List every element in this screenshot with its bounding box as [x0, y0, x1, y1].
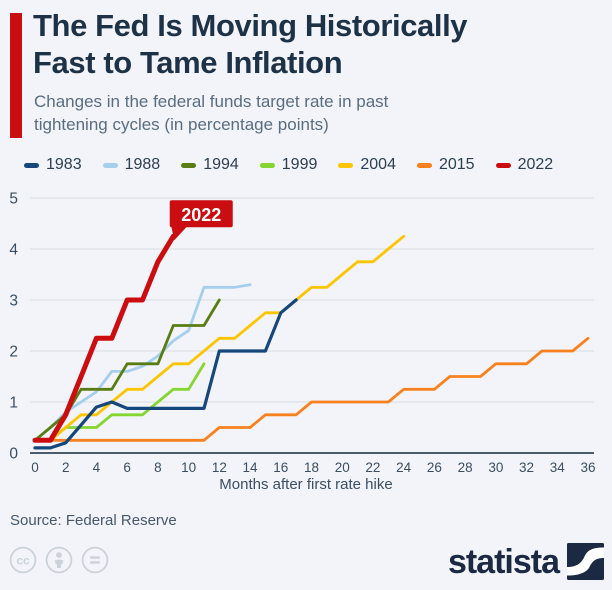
- legend-marker-icon: [416, 162, 432, 168]
- legend-label: 1988: [124, 156, 161, 173]
- legend-marker-icon: [181, 162, 197, 168]
- cc-icon[interactable]: cc: [9, 546, 37, 574]
- legend-marker-icon: [495, 162, 511, 168]
- equal-license-icon[interactable]: [81, 546, 109, 574]
- series-line-2022[interactable]: [32, 233, 176, 443]
- statista-logo[interactable]: statista: [448, 543, 604, 580]
- legend-marker-icon: [102, 162, 118, 168]
- x-tick-label: 8: [154, 460, 162, 475]
- legend-label: 2015: [438, 156, 475, 173]
- x-axis-title: Months after first rate hike: [219, 476, 393, 493]
- svg-text:cc: cc: [16, 554, 30, 568]
- legend-label: 1999: [281, 156, 318, 173]
- legend-item-2022[interactable]: 2022: [495, 156, 554, 174]
- x-tick-label: 34: [550, 460, 566, 475]
- legend-item-2015[interactable]: 2015: [416, 156, 475, 174]
- legend-marker-icon: [259, 162, 275, 168]
- x-tick-label: 10: [181, 460, 196, 475]
- annotation-label: 2022: [181, 205, 221, 225]
- legend-item-1994[interactable]: 1994: [181, 156, 239, 174]
- line-chart: 0 1 2 3 4 5 0 2 4 6 8 10 12 14 16 18 20 22 24 26 28 30 32 34 36 2…: [0, 182, 612, 478]
- x-tick-label: 26: [427, 460, 442, 475]
- subtitle-line-1: Changes in the federal funds target rate…: [34, 92, 389, 111]
- series-line-1983[interactable]: [33, 298, 298, 450]
- statista-wordmark: statista: [447, 542, 560, 581]
- y-tick-label: 0: [9, 446, 18, 463]
- x-tick-label: 14: [243, 460, 259, 475]
- legend-item-2004[interactable]: 2004: [338, 156, 396, 174]
- series-line-2004[interactable]: [33, 234, 406, 442]
- x-tick-label: 6: [123, 460, 131, 475]
- statista-swoosh-icon: [567, 543, 604, 580]
- y-tick-label: 3: [9, 293, 18, 310]
- chart-subtitle: Changes in the federal funds target rate…: [34, 91, 574, 136]
- x-tick-label: 30: [488, 460, 503, 475]
- legend-item-1999[interactable]: 1999: [259, 156, 318, 174]
- legend-label: 1983: [46, 156, 82, 173]
- y-tick-label: 2: [9, 344, 18, 361]
- legend-label: 1994: [203, 156, 239, 173]
- y-tick-label: 1: [9, 395, 18, 412]
- title-line-1: The Fed Is Moving Historically: [33, 8, 468, 43]
- annotation-pointer: [171, 226, 188, 241]
- y-tick-label: 4: [9, 242, 18, 259]
- x-tick-label: 24: [396, 460, 412, 475]
- legend-marker-icon: [24, 162, 39, 168]
- x-tick-label: 20: [335, 460, 350, 475]
- red-accent-bar: [10, 13, 22, 138]
- chart-legend: 1983 1988 1994 1999 2004 2015 2022: [24, 156, 604, 174]
- legend-item-1988[interactable]: 1988: [102, 156, 161, 174]
- y-tick-label: 5: [9, 191, 18, 208]
- x-tick-label: 2: [62, 460, 70, 475]
- series-line-2015[interactable]: [33, 336, 590, 442]
- x-tick-label: 0: [31, 460, 39, 475]
- source-credit: Source: Federal Reserve: [10, 512, 177, 529]
- license-icon-group: cc: [9, 546, 109, 574]
- legend-label: 2022: [517, 156, 554, 173]
- x-tick-label: 16: [273, 460, 288, 475]
- legend-item-1983[interactable]: 1983: [24, 156, 82, 174]
- x-tick-label: 12: [212, 460, 227, 475]
- x-tick-label: 28: [458, 460, 473, 475]
- attribution-person-icon[interactable]: [45, 546, 73, 574]
- page-title: The Fed Is Moving Historically Fast to T…: [33, 8, 603, 82]
- x-tick-label: 36: [580, 460, 595, 475]
- subtitle-line-2: tightening cycles (in percentage points): [34, 114, 329, 134]
- annotation-flag: [169, 200, 233, 228]
- x-tick-label: 4: [93, 460, 101, 475]
- title-line-2: Fast to Tame Inflation: [33, 44, 343, 80]
- legend-label: 2004: [360, 156, 396, 173]
- x-tick-label: 32: [519, 460, 534, 475]
- legend-marker-icon: [338, 162, 354, 168]
- x-tick-label: 22: [365, 460, 380, 475]
- x-tick-label: 18: [304, 460, 319, 475]
